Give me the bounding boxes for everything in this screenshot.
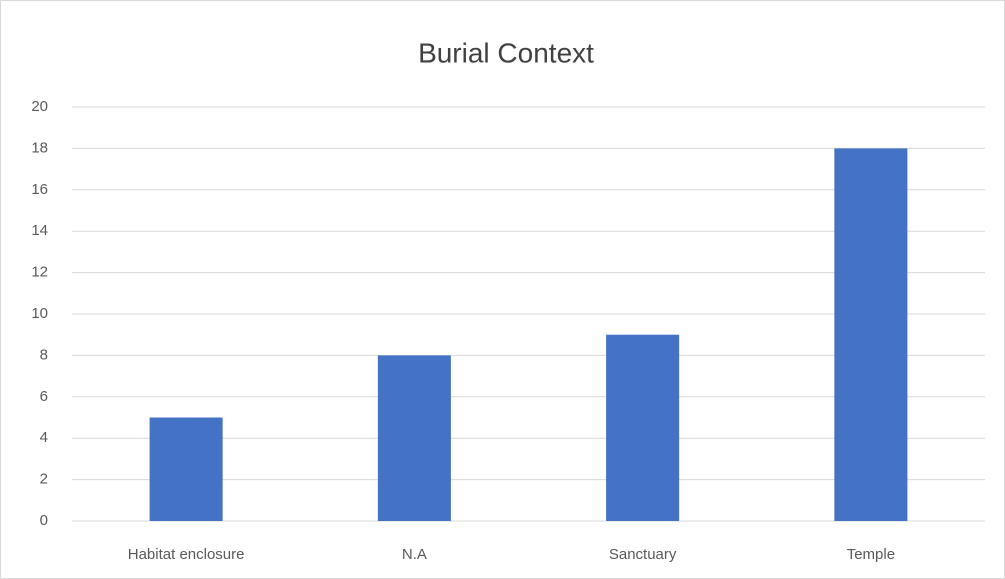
- y-tick-label: 10: [31, 305, 48, 322]
- x-tick-label: Sanctuary: [609, 546, 677, 563]
- bar: [149, 417, 223, 521]
- bar: [606, 334, 680, 521]
- chart-title: Burial Context: [418, 37, 594, 68]
- y-tick-label: 2: [40, 471, 48, 488]
- y-tick-label: 0: [40, 512, 48, 529]
- y-tick-label: 8: [40, 346, 48, 363]
- y-tick-label: 6: [40, 388, 48, 405]
- y-tick-label: 14: [31, 222, 48, 239]
- bar: [834, 148, 908, 521]
- y-tick-label: 16: [31, 181, 48, 198]
- y-tick-label: 18: [31, 139, 48, 156]
- y-tick-label: 12: [31, 264, 48, 281]
- bar: [377, 355, 451, 521]
- y-tick-label: 20: [31, 98, 48, 115]
- x-tick-label: Temple: [847, 546, 895, 563]
- x-tick-label: N.A: [402, 546, 427, 563]
- y-tick-label: 4: [40, 429, 48, 446]
- x-tick-label: Habitat enclosure: [128, 546, 245, 563]
